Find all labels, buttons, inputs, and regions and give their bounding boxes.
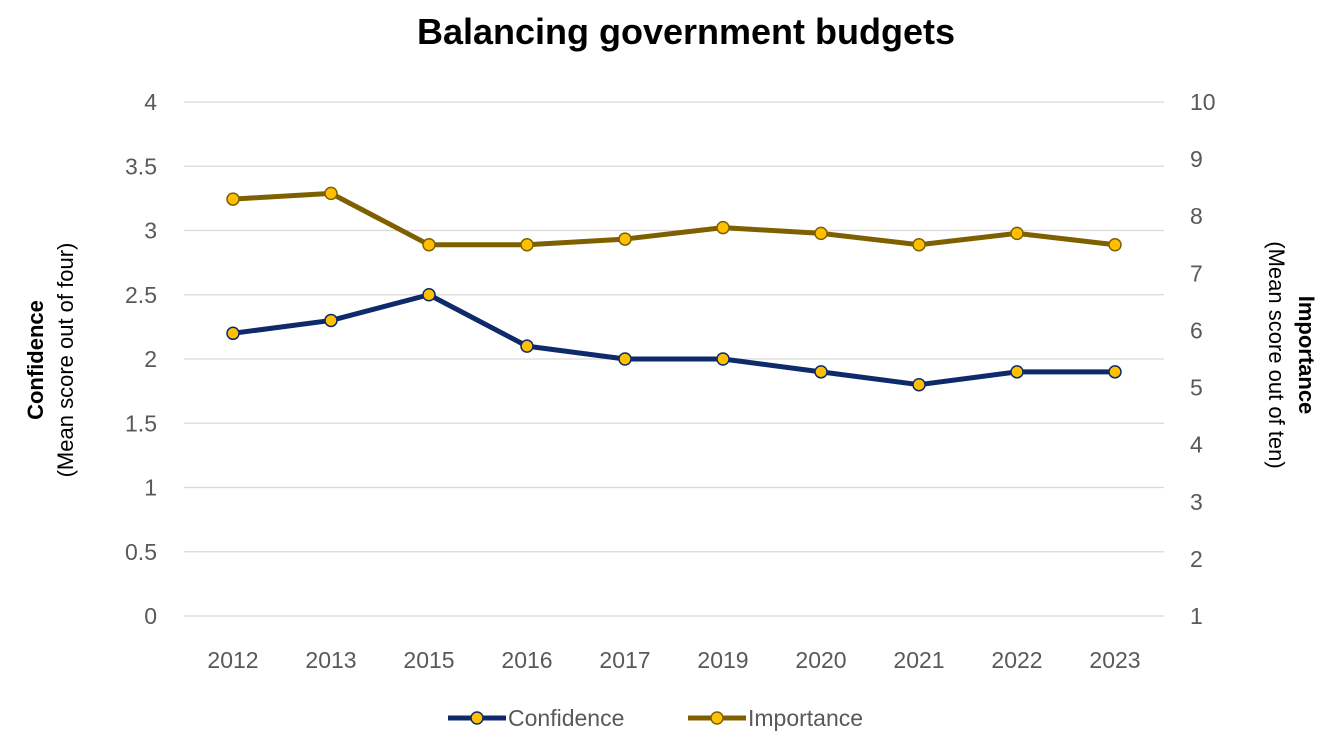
right-tick-label: 9	[1190, 146, 1203, 172]
legend-importance-marker	[710, 711, 724, 725]
x-axis-ticks: 2012 2013 2015 2016 2017 2019 2020 2021 2022 2023	[207, 647, 1140, 673]
left-tick-label: 4	[144, 89, 157, 115]
data-point-confidence[interactable]	[716, 352, 730, 366]
legend-item-confidence[interactable]: Confidence	[448, 705, 624, 731]
right-tick-label: 1	[1190, 603, 1203, 629]
x-tick-label: 2017	[599, 647, 650, 673]
right-axis-title-bold: Importance	[1294, 296, 1319, 415]
data-point-importance[interactable]	[520, 238, 534, 252]
left-tick-label: 3.5	[125, 153, 157, 179]
legend-item-importance[interactable]: Importance	[688, 705, 863, 731]
x-tick-label: 2022	[991, 647, 1042, 673]
left-axis-title-sub: (Mean score out of four)	[53, 243, 78, 478]
series-layer	[226, 186, 1122, 392]
data-point-confidence[interactable]	[520, 339, 534, 353]
left-axis-title: Confidence (Mean score out of four)	[23, 243, 78, 478]
right-tick-label: 5	[1190, 375, 1203, 401]
x-tick-label: 2013	[305, 647, 356, 673]
data-point-confidence[interactable]	[1108, 365, 1122, 379]
left-tick-label: 3	[144, 218, 157, 244]
right-axis-ticks: 1 2 3 4 5 6 7 8 9 10	[1190, 89, 1216, 629]
right-tick-label: 6	[1190, 317, 1203, 343]
x-tick-label: 2023	[1089, 647, 1140, 673]
data-point-confidence[interactable]	[814, 365, 828, 379]
data-point-importance[interactable]	[814, 226, 828, 241]
left-tick-label: 0.5	[125, 539, 157, 565]
left-tick-label: 1	[144, 475, 157, 501]
data-point-importance[interactable]	[226, 192, 240, 206]
right-tick-label: 8	[1190, 203, 1203, 229]
data-point-importance[interactable]	[912, 238, 926, 252]
left-tick-label: 0	[144, 603, 157, 629]
data-point-confidence[interactable]	[912, 377, 926, 392]
legend-confidence-label: Confidence	[508, 705, 624, 731]
data-point-confidence[interactable]	[226, 326, 240, 341]
series-line-confidence	[230, 292, 1118, 388]
data-point-importance[interactable]	[716, 220, 730, 235]
x-tick-label: 2015	[403, 647, 454, 673]
legend-importance-label: Importance	[748, 705, 863, 731]
right-tick-label: 7	[1190, 260, 1203, 286]
x-tick-label: 2020	[795, 647, 846, 673]
left-tick-label: 2	[144, 346, 157, 372]
right-tick-label: 10	[1190, 89, 1216, 115]
legend-confidence-marker	[470, 711, 484, 725]
x-tick-label: 2021	[893, 647, 944, 673]
right-tick-label: 3	[1190, 489, 1203, 515]
right-axis-title: Importance (Mean score out of ten)	[1264, 241, 1319, 468]
data-point-importance[interactable]	[1108, 238, 1122, 252]
left-tick-label: 2.5	[125, 282, 157, 308]
right-tick-label: 4	[1190, 432, 1203, 458]
x-tick-label: 2016	[501, 647, 552, 673]
data-point-importance[interactable]	[618, 232, 632, 246]
data-point-confidence[interactable]	[618, 352, 632, 366]
x-tick-label: 2012	[207, 647, 258, 673]
data-point-confidence[interactable]	[324, 313, 338, 328]
series-line-importance	[230, 190, 1118, 248]
left-tick-label: 1.5	[125, 410, 157, 436]
data-point-importance[interactable]	[422, 238, 436, 252]
left-axis-title-bold: Confidence	[23, 300, 48, 420]
x-tick-label: 2019	[697, 647, 748, 673]
data-point-confidence[interactable]	[422, 288, 436, 302]
data-point-confidence[interactable]	[1010, 365, 1024, 379]
legend: Confidence Importance	[448, 705, 863, 731]
right-tick-label: 2	[1190, 546, 1203, 572]
data-point-importance[interactable]	[1010, 226, 1024, 241]
right-axis-title-sub: (Mean score out of ten)	[1264, 241, 1289, 468]
chart-title: Balancing government budgets	[417, 11, 955, 52]
data-point-importance[interactable]	[324, 186, 338, 201]
left-axis-ticks: 0 0.5 1 1.5 2 2.5 3 3.5 4	[125, 89, 157, 629]
series-importance	[226, 186, 1122, 252]
series-confidence	[226, 288, 1122, 392]
